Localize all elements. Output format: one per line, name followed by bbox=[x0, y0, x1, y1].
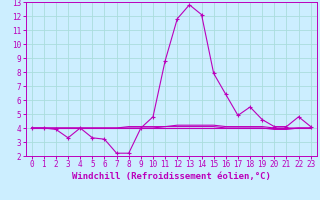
X-axis label: Windchill (Refroidissement éolien,°C): Windchill (Refroidissement éolien,°C) bbox=[72, 172, 271, 181]
